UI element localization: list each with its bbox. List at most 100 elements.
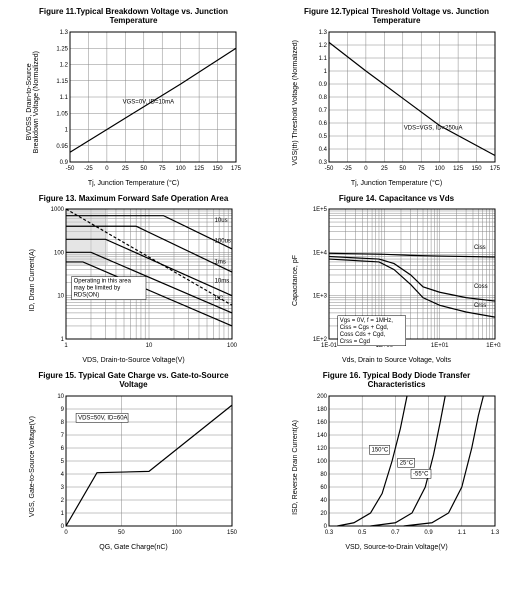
svg-text:50: 50: [399, 166, 406, 172]
svg-text:0: 0: [364, 166, 368, 172]
svg-text:40: 40: [320, 498, 327, 504]
svg-text:-25: -25: [343, 166, 352, 172]
svg-text:100: 100: [435, 166, 446, 172]
svg-text:1.1: 1.1: [319, 56, 328, 62]
ylabel-f14: Capacitance, pF: [292, 255, 299, 306]
plot-f11: -50-2502550751001251501750.90.9511.051.1…: [42, 28, 242, 178]
title-f12: Figure 12.Typical Threshold Voltage vs. …: [304, 8, 489, 26]
svg-text:160: 160: [317, 420, 328, 426]
ylabel-f11: BVDSS, Drain-to-Source Breakdown Voltage…: [26, 51, 40, 153]
svg-text:4: 4: [61, 472, 65, 478]
plot-f16: 0.30.50.70.91.11.30204060801001201401601…: [301, 392, 501, 542]
svg-text:0.95: 0.95: [56, 143, 68, 149]
svg-text:7: 7: [61, 433, 65, 439]
svg-text:1.1: 1.1: [458, 530, 467, 536]
svg-text:10: 10: [146, 343, 153, 349]
svg-text:0.9: 0.9: [59, 160, 68, 166]
ylabel-f13: ID, Drain Current(A): [29, 249, 36, 311]
svg-text:0.4: 0.4: [319, 147, 328, 153]
svg-text:-55°C: -55°C: [413, 471, 429, 477]
svg-text:Coss Cds + Cgd,: Coss Cds + Cgd,: [340, 332, 386, 338]
svg-text:1: 1: [64, 127, 68, 133]
panel-f11: Figure 11.Typical Breakdown Voltage vs. …: [8, 8, 259, 187]
plot-f12: -50-2502550751001251501750.30.40.50.60.7…: [301, 28, 501, 178]
svg-text:1.2: 1.2: [59, 62, 68, 68]
panel-f16: Figure 16. Typical Body Diode Transfer C…: [271, 372, 522, 551]
svg-text:-50: -50: [65, 166, 74, 172]
svg-text:1E+3: 1E+3: [313, 294, 328, 300]
svg-text:-50: -50: [325, 166, 334, 172]
svg-text:60: 60: [320, 485, 327, 491]
svg-text:100: 100: [317, 459, 328, 465]
svg-text:Vgs = 0V, f = 1MHz,: Vgs = 0V, f = 1MHz,: [340, 318, 393, 324]
ylabel-f12: VGS(th) Threshold Voltage (Normalized): [292, 40, 299, 166]
svg-text:75: 75: [418, 166, 425, 172]
svg-text:1.2: 1.2: [319, 43, 328, 49]
svg-text:150: 150: [212, 166, 223, 172]
svg-text:100: 100: [172, 530, 183, 536]
svg-text:25°C: 25°C: [400, 460, 414, 466]
svg-text:8: 8: [61, 420, 65, 426]
xlabel-f15: QG, Gate Charge(nC): [99, 544, 167, 551]
svg-text:0.9: 0.9: [319, 82, 328, 88]
panel-f12: Figure 12.Typical Threshold Voltage vs. …: [271, 8, 522, 187]
svg-text:1: 1: [64, 343, 68, 349]
svg-text:150: 150: [472, 166, 483, 172]
xlabel-f12: Tj, Junction Temperature (°C): [351, 180, 442, 187]
svg-text:10ms: 10ms: [215, 279, 230, 285]
svg-text:80: 80: [320, 472, 327, 478]
svg-text:20: 20: [320, 511, 327, 517]
svg-text:1.05: 1.05: [56, 111, 68, 117]
plot-f13: 1101001101001000Operating in this areama…: [38, 205, 238, 355]
svg-text:75: 75: [158, 166, 165, 172]
xlabel-f16: VSD, Source-to-Drain Voltage(V): [345, 544, 447, 551]
title-f13: Figure 13. Maximum Forward Safe Operatio…: [39, 195, 229, 204]
svg-text:1E-01: 1E-01: [321, 343, 338, 349]
title-f15: Figure 15. Typical Gate Charge vs. Gate-…: [38, 372, 228, 390]
svg-text:VGS=0V, ID=10mA: VGS=0V, ID=10mA: [122, 99, 173, 105]
svg-text:0.8: 0.8: [319, 95, 328, 101]
svg-text:0: 0: [64, 530, 68, 536]
svg-text:10: 10: [57, 294, 64, 300]
svg-text:1: 1: [324, 69, 328, 75]
svg-text:25: 25: [381, 166, 388, 172]
svg-text:Crss = Cgd: Crss = Cgd: [340, 339, 370, 345]
svg-text:200: 200: [317, 394, 328, 400]
svg-text:0.7: 0.7: [391, 530, 400, 536]
svg-text:1.3: 1.3: [319, 30, 328, 36]
svg-text:25: 25: [121, 166, 128, 172]
svg-text:50: 50: [140, 166, 147, 172]
svg-text:1E+5: 1E+5: [313, 207, 328, 213]
svg-text:150°C: 150°C: [372, 447, 389, 453]
xlabel-f11: Tj, Junction Temperature (°C): [88, 180, 179, 187]
svg-text:1E+2: 1E+2: [313, 337, 328, 343]
svg-text:1.1: 1.1: [59, 95, 68, 101]
title-f11: Figure 11.Typical Breakdown Voltage vs. …: [39, 8, 228, 26]
svg-text:Crss: Crss: [474, 303, 486, 309]
svg-text:1E+4: 1E+4: [313, 251, 328, 257]
svg-text:may be limited by: may be limited by: [74, 286, 121, 292]
svg-text:1.25: 1.25: [56, 46, 68, 52]
svg-text:DC: DC: [215, 296, 224, 302]
svg-text:9: 9: [61, 407, 65, 413]
svg-text:Coss: Coss: [474, 284, 488, 290]
svg-text:140: 140: [317, 433, 328, 439]
svg-text:5: 5: [61, 459, 65, 465]
svg-text:175: 175: [230, 166, 241, 172]
svg-text:0.3: 0.3: [325, 530, 334, 536]
svg-text:0: 0: [105, 166, 109, 172]
svg-text:50: 50: [118, 530, 125, 536]
svg-text:1: 1: [61, 511, 65, 517]
svg-text:125: 125: [453, 166, 464, 172]
svg-text:0.7: 0.7: [319, 108, 328, 114]
svg-text:10: 10: [57, 394, 64, 400]
svg-text:0.9: 0.9: [424, 530, 433, 536]
svg-text:1E+01: 1E+01: [431, 343, 449, 349]
svg-text:1000: 1000: [51, 207, 65, 213]
svg-text:100us: 100us: [215, 239, 231, 245]
svg-text:Operating in this area: Operating in this area: [74, 279, 132, 285]
svg-text:0.6: 0.6: [319, 121, 328, 127]
svg-text:100: 100: [227, 343, 238, 349]
svg-text:Ciss = Cgs + Cgd,: Ciss = Cgs + Cgd,: [340, 325, 389, 331]
svg-text:-25: -25: [84, 166, 93, 172]
